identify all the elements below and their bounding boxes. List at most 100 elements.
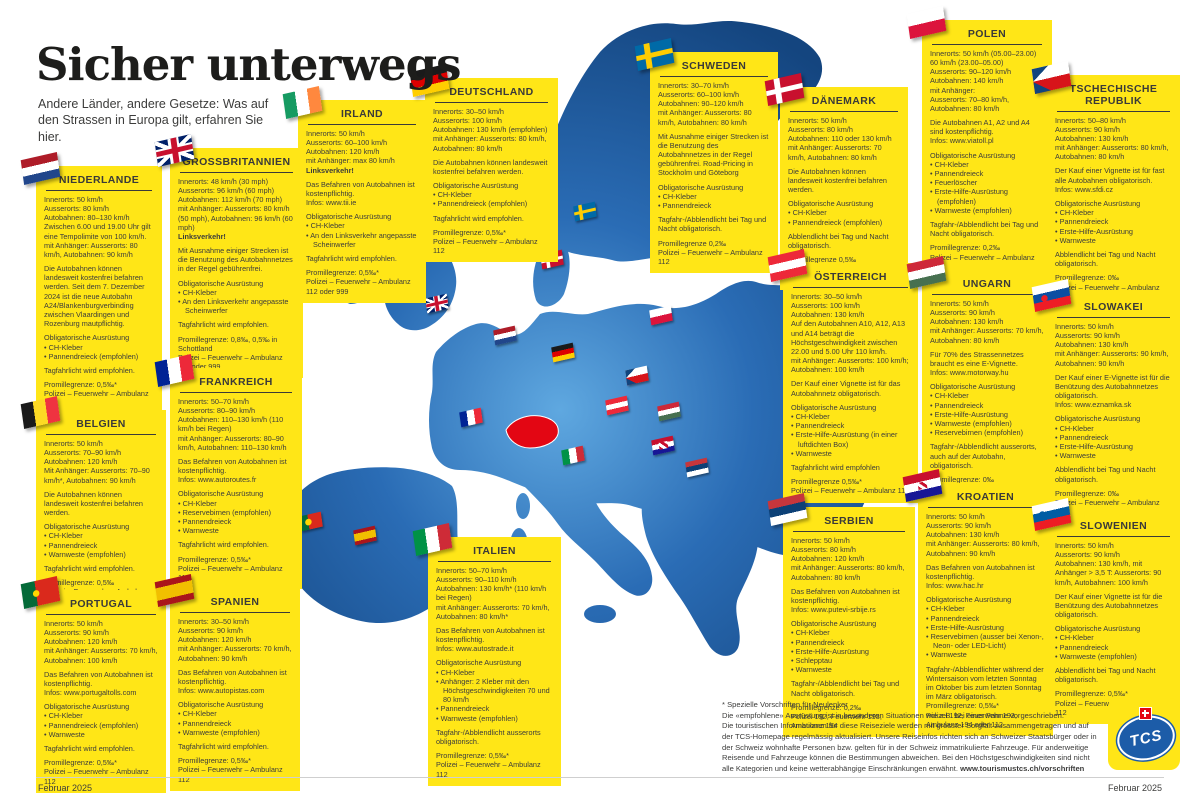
country-title: BELGIEN: [46, 418, 156, 435]
info-section: Promillegrenze: 0,5‰* Polizei – Feuerwehr…: [1055, 689, 1160, 717]
info-section: Die Autobahnen können landesweit kostenf…: [44, 264, 145, 329]
date-left: Februar 2025: [38, 783, 93, 793]
info-section: Der Kauf einer Vignette ist für das Auto…: [791, 379, 901, 398]
tcs-logo: TCS: [1108, 698, 1180, 770]
country-box-niederlande: NIEDERLANDE Innerorts: 50 km/h Ausserorts…: [20, 151, 162, 415]
info-section: Mit Ausnahme einiger Strecken ist die Be…: [658, 131, 769, 178]
country-box-grossbritannien: GROSSBRITANNIEN Innerorts: 48 km/h (30 m…: [154, 133, 303, 379]
country-title: SCHWEDEN: [660, 60, 768, 77]
page-subtitle: Andere Länder, andere Gesetze: Was auf d…: [38, 97, 269, 144]
info-section: Promillegrenze: 0,5‰* Polizei – Feuerwehr…: [306, 268, 411, 296]
info-section: Die Autobahnen können landesweit kostenf…: [433, 157, 548, 176]
info-section: Obligatorische AusrüstungCH-KleberPannen…: [1055, 624, 1172, 661]
country-info: Innerorts: 50 km/h Ausserorts: 80 km/h Aut…: [44, 195, 154, 408]
info-section: Das Befahren von Autobahnen ist kostenpf…: [791, 586, 900, 615]
country-box-serbien: SERBIEN Innerorts: 50 km/h Ausserorts: 80…: [767, 492, 915, 738]
info-section: Obligatorische AusrüstungCH-KleberPannen…: [926, 595, 1045, 659]
info-section: Promillegrenze: 0,5‰* Polizei – Feuerwehr…: [44, 758, 149, 786]
country-info: Innerorts: 30–50 km/h Ausserorts: 90 km/h…: [178, 617, 292, 784]
info-section: Tagfahr-/Abblendlicht bei Tag und Nacht …: [930, 219, 1039, 239]
info-section: Promillegrenze: 0,2‰ Polizei 192, Feuerwe…: [791, 702, 882, 731]
country-box-polen: POLEN Innerorts: 50 km/h (05.00–23.00) 6…: [906, 5, 1052, 278]
info-section: Promillegrenze: 0,2‰Polizei – Feuerwehr …: [930, 243, 1035, 270]
info-section: Mit Ausnahme einiger Strecken ist die Be…: [178, 246, 293, 274]
country-box-tschechische-republik: TSCHECHISCHE REPUBLIK Innerorts: 50–80 k…: [1031, 60, 1180, 308]
country-box-slowakei: SLOWAKEI Innerorts: 50 km/h Ausserorts: 9…: [1031, 278, 1180, 524]
country-info: Innerorts: 50 km/h (05.00–23.00) 60 km/h…: [930, 49, 1044, 271]
info-section: Obligatorische AusrüstungCH-KleberAn den…: [306, 212, 418, 249]
info-section: Tagfahrlicht wird empfohlen.: [178, 540, 269, 550]
info-section: Die Autobahnen können landesweit kostenf…: [44, 489, 143, 518]
info-section: Tagfahr-/Abblendlicht ausserorts, auch a…: [930, 442, 1037, 470]
info-section: Obligatorische AusrüstungCH-KleberAnhäng…: [436, 658, 553, 722]
info-section: Abblendlicht bei Tag und Nacht obligator…: [788, 231, 889, 250]
country-info: Innerorts: 30–50 km/h Ausserorts: 100 km/…: [791, 292, 910, 496]
country-info: Innerorts: 50 km/h Ausserorts: 80 km/h Aut…: [791, 536, 907, 731]
map-iberia: [281, 467, 460, 624]
info-section: Tagfahrlicht wird empfohlen.: [44, 365, 135, 375]
info-section: Innerorts: 48 km/h (30 mph) Ausserorts: 9…: [178, 176, 293, 241]
info-section: Der Kauf einer E-Vignette ist für die Be…: [1055, 372, 1170, 410]
country-box-slowenien: SLOWENIEN Innerorts: 50 km/h Ausserorts: …: [1031, 497, 1180, 724]
footer-rule: [36, 777, 1164, 778]
info-section: Innerorts: 50–70 km/h Ausserorts: 80–90 k…: [178, 396, 287, 452]
info-section: Innerorts: 50 km/h (05.00–23.00) 60 km/h…: [930, 48, 1037, 113]
country-info: Innerorts: 48 km/h (30 mph) Ausserorts: 9…: [178, 177, 295, 372]
country-title: IRLAND: [308, 108, 416, 125]
info-section: Der Kauf einer Vignette ist für fast all…: [1055, 166, 1165, 194]
info-section: Das Befahren von Autobahnen ist kostenpf…: [178, 667, 287, 696]
info-section: Innerorts: 30–50 km/h Ausserorts: 90 km/h…: [178, 616, 292, 663]
footnote-neulenker: * Spezielle Vorschriften für Neulenker: [722, 700, 848, 709]
country-info: Innerorts: 50 km/h Ausserorts: 60–100 km/…: [306, 129, 418, 296]
country-info: Innerorts: 50 km/h Ausserorts: 90 km/h Aut…: [930, 299, 1044, 503]
info-section: Obligatorische AusrüstungCH-KleberPannen…: [1055, 414, 1172, 460]
country-box-frankreich: FRANKREICH Innerorts: 50–70 km/h Ausseror…: [154, 353, 302, 590]
info-section: Tagfahrlicht wird empfohlen.: [178, 320, 269, 330]
info-section: Abblendlicht bei Tag und Nacht obligator…: [1055, 465, 1156, 484]
info-section: Innerorts: 50 km/h Ausserorts: 60–100 km/…: [306, 128, 395, 175]
info-section: Das Befahren von Autobahnen ist kostenpf…: [926, 562, 1035, 591]
map-switzerland: [505, 415, 559, 449]
country-title: DÄNEMARK: [790, 95, 898, 112]
country-box-kroatien: KROATIEN Innerorts: 50 km/h Ausserorts: 9…: [902, 468, 1053, 736]
info-section: Obligatorische AusrüstungCH-KleberPannen…: [44, 333, 154, 361]
country-box-irland: IRLAND Innerorts: 50 km/h Ausserorts: 60–…: [282, 85, 426, 303]
country-info: Innerorts: 30–70 km/h Ausserorts: 60–100 …: [658, 81, 770, 266]
info-section: Obligatorische AusrüstungCH-KleberReserv…: [178, 489, 294, 535]
country-title: DEUTSCHLAND: [435, 86, 548, 103]
country-title: ITALIEN: [438, 545, 551, 562]
info-section: Promillegrenze: 0,5‰* Polizei – Feuerwehr…: [436, 751, 541, 779]
info-section: Promillegrenze: 0,5‰* Polizei – Feuerwehr…: [433, 227, 538, 256]
info-section: Obligatorische AusrüstungCH-KleberPannen…: [791, 403, 910, 458]
info-section: Obligatorische AusrüstungCH-KleberAn den…: [178, 279, 295, 316]
info-section: Tagfahrlicht wird empfohlen.: [44, 564, 135, 573]
info-section: Die Autobahnen können landesweit kostenf…: [788, 166, 887, 195]
info-section: Innerorts: 30–70 km/h Ausserorts: 60–100 …: [658, 80, 752, 127]
info-section: Abblendlicht bei Tag und Nacht obligator…: [1055, 249, 1156, 269]
country-info: Innerorts: 50 km/h Ausserorts: 90 km/h Aut…: [44, 619, 158, 786]
country-title: SERBIEN: [793, 515, 905, 532]
info-section: Promillegrenze 0,2‰ Polizei – Feuerwehr –…: [658, 238, 763, 266]
footnote-disclaimer: Die touristischen Informationen für dies…: [722, 721, 1097, 773]
info-section: Promillegrenze: 0,5‰* Polizei – Feuerwehr…: [44, 380, 149, 407]
map-sicily: [584, 605, 616, 623]
info-section: Innerorts: 30–50 km/h Ausserorts: 100 km/…: [791, 291, 909, 375]
info-section: Obligatorische AusrüstungCH-KleberPannen…: [791, 619, 907, 674]
country-info: Innerorts: 50 km/h Ausserorts: 90 km/h Aut…: [1055, 322, 1172, 517]
info-section: Das Befahren von Autobahnen ist kostenpf…: [306, 179, 415, 208]
footnotes: * Spezielle Vorschriften für Neulenker D…: [722, 700, 1100, 774]
tcs-url: www.tourismustcs.ch/vorschriften: [960, 763, 1085, 773]
country-info: Innerorts: 50–70 km/h Ausserorts: 90–110 …: [436, 566, 553, 779]
country-title: TSCHECHISCHE REPUBLIK: [1057, 83, 1170, 112]
map-balkans: [641, 476, 759, 656]
country-title: POLEN: [932, 28, 1042, 45]
info-section: Innerorts: 50 km/h Ausserorts: 90 km/h Aut…: [930, 298, 1044, 345]
country-box-portugal: PORTUGAL Innerorts: 50 km/h Ausserorts: 9…: [20, 575, 166, 793]
country-info: Innerorts: 50 km/h Ausserorts: 90 km/h Aut…: [1055, 541, 1172, 717]
country-title: SPANIEN: [180, 596, 290, 613]
footnote-empfohlene: Die «empfohlene» Ausrüstung ist in beson…: [722, 710, 1064, 720]
info-section: Innerorts: 50 km/h Ausserorts: 80 km/h Aut…: [44, 194, 151, 259]
info-section: Promillegrenze 0,5‰* Polizei – Feuerwehr …: [791, 477, 910, 496]
info-section: Tagfahr-/Abblendlicht bei Tag und Nacht …: [658, 215, 767, 234]
info-section: Das Befahren von Autobahnen ist kostenpf…: [436, 625, 545, 654]
